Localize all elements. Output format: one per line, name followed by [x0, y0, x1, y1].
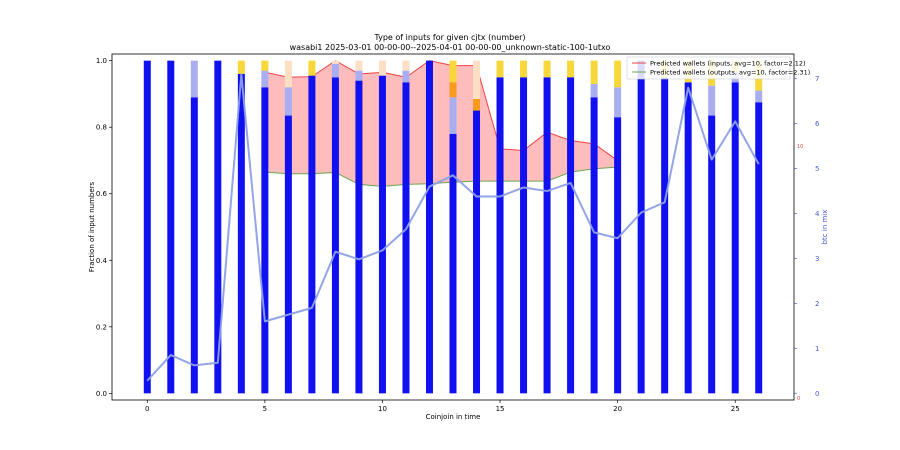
bar-segment-blue-9 — [355, 80, 363, 394]
right-tick-label: 6 — [815, 120, 820, 128]
x-tick-label: 25 — [731, 405, 740, 413]
bar-segment-blue-0 — [143, 60, 151, 394]
chart-subtitle: wasabi1 2025-03-01 00-00-00--2025-04-01 … — [290, 43, 611, 52]
x-tick-label: 15 — [496, 405, 505, 413]
y-tick-label: 1.0 — [96, 57, 107, 65]
x-tick-label: 20 — [613, 405, 622, 413]
bar-segment-yellow-19 — [590, 60, 598, 84]
bar-segment-blue-3 — [214, 60, 222, 394]
band-lower-line — [264, 166, 618, 187]
x-axis-label: Coinjoin in time — [426, 413, 481, 421]
y-tick-label: 0.2 — [96, 323, 107, 331]
right-tick-label: 7 — [815, 75, 819, 83]
right-axis-marker: 10 — [797, 144, 803, 150]
predicted-wallets-band — [264, 60, 618, 187]
chart-title: Type of inputs for given cjtx (number) — [373, 33, 525, 42]
bar-segment-peach-9 — [355, 60, 363, 71]
bar-segment-blue-15 — [496, 77, 504, 394]
bar-segment-blue-6 — [284, 115, 292, 394]
right-tick-label: 0 — [815, 390, 819, 398]
bar-segment-blue-2 — [190, 97, 198, 394]
bar-segment-light-blue-8 — [331, 63, 339, 78]
bar-segment-blue-24 — [708, 115, 716, 394]
bar-segment-blue-16 — [520, 77, 528, 394]
band-upper-line — [264, 60, 618, 161]
bar-segment-blue-12 — [425, 60, 433, 394]
bar-segment-blue-23 — [684, 82, 692, 394]
bar-segment-yellow-17 — [543, 60, 551, 78]
right-y-axis-label: btc in mix — [821, 210, 829, 245]
bar-segment-yellow-4 — [237, 60, 245, 74]
bar-segment-peach-6 — [284, 60, 292, 88]
right-axis-ticks: 0 1 2 3 4 5 6 7 — [794, 75, 820, 398]
y-tick-label: 0.8 — [96, 124, 107, 132]
bar-segment-blue-8 — [331, 77, 339, 394]
right-axis-markers: 10 0 — [797, 144, 803, 402]
bar-segment-blue-21 — [637, 60, 645, 394]
y-tick-label: 0.0 — [96, 390, 107, 398]
bar-segment-blue-17 — [543, 77, 551, 394]
legend: Predicted wallets (inputs, avg=10, facto… — [626, 56, 810, 80]
bar-segment-blue-7 — [308, 75, 316, 394]
bar-segment-yellow-15 — [496, 60, 504, 78]
bar-segment-orange-14 — [473, 98, 481, 111]
bar-segment-light-blue-24 — [708, 85, 716, 116]
y-tick-label: 0.6 — [96, 190, 108, 198]
stacked-bars — [143, 60, 763, 394]
legend-box — [626, 56, 791, 80]
bar-segment-yellow-7 — [308, 60, 316, 76]
bar-segment-blue-4 — [237, 73, 245, 394]
right-tick-label: 3 — [815, 255, 819, 263]
bar-segment-blue-5 — [261, 87, 269, 394]
bar-segment-light-blue-5 — [261, 70, 269, 88]
bar-segment-yellow-13 — [449, 60, 457, 83]
bar-segment-orange-13 — [449, 82, 457, 98]
bar-segment-blue-22 — [661, 77, 669, 394]
bar-segment-blue-10 — [378, 75, 386, 394]
right-tick-label: 4 — [815, 210, 820, 218]
bar-segment-light-blue-13 — [449, 97, 457, 134]
bar-segment-blue-26 — [755, 102, 763, 394]
bar-segment-peach-8 — [331, 60, 339, 64]
legend-label-inputs: Predicted wallets (inputs, avg=10, facto… — [650, 60, 806, 68]
y-axis-label: Fraction of input numbers — [88, 181, 96, 272]
plot-frame — [111, 53, 795, 401]
y-tick-label: 0.4 — [96, 257, 108, 265]
bar-segment-blue-13 — [449, 133, 457, 394]
bar-segment-peach-14 — [473, 60, 481, 99]
bar-segment-light-blue-20 — [614, 87, 622, 118]
bar-segment-yellow-16 — [520, 60, 528, 78]
bar-segment-light-blue-26 — [755, 90, 763, 103]
bar-segment-light-blue-11 — [402, 70, 410, 83]
right-tick-label: 5 — [815, 165, 819, 173]
bar-segment-yellow-20 — [614, 60, 622, 88]
bar-segment-yellow-18 — [567, 60, 575, 78]
legend-label-outputs: Predicted wallets (outputs, avg=10, fact… — [650, 69, 810, 77]
x-tick-label: 10 — [378, 405, 387, 413]
right-tick-label: 1 — [815, 345, 819, 353]
bar-segment-blue-18 — [567, 77, 575, 394]
band-fill — [264, 60, 618, 187]
bar-segment-light-blue-9 — [355, 70, 363, 81]
btc-in-mix-line — [146, 73, 760, 382]
bar-segment-blue-25 — [731, 82, 739, 394]
bar-segment-blue-14 — [473, 110, 481, 394]
bar-segment-blue-19 — [590, 97, 598, 394]
y-axis-ticks: 0.0 0.2 0.4 0.6 0.8 1.0 — [96, 57, 112, 398]
right-tick-label: 2 — [815, 300, 819, 308]
bar-segment-peach-11 — [402, 60, 410, 71]
bar-segment-blue-1 — [167, 60, 175, 394]
x-axis-ticks: 0 5 10 15 20 25 — [145, 400, 740, 413]
bar-segment-light-blue-2 — [190, 60, 198, 98]
x-tick-label: 0 — [145, 405, 149, 413]
bar-segment-light-blue-6 — [284, 87, 292, 116]
bar-segment-blue-11 — [402, 82, 410, 394]
x-tick-label: 5 — [263, 405, 267, 413]
bar-segment-light-blue-19 — [590, 83, 598, 98]
bar-segment-yellow-5 — [261, 60, 269, 71]
bar-segment-blue-20 — [614, 117, 622, 394]
right-axis-marker: 0 — [797, 396, 800, 402]
bar-segment-peach-10 — [378, 60, 386, 76]
